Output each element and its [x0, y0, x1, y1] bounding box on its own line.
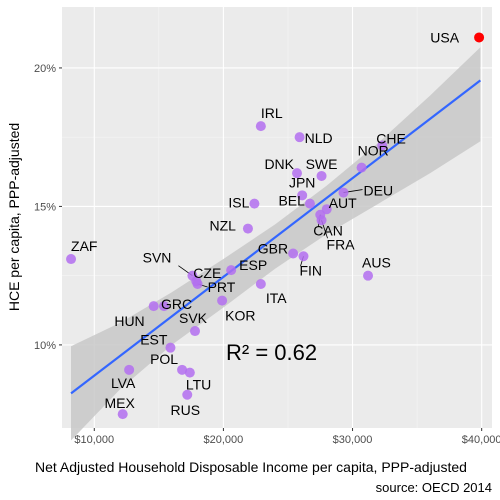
point-mex: [117, 409, 128, 420]
x-axis-title: Net Adjusted Household Disposable Income…: [35, 459, 467, 475]
point-ltu: [184, 367, 195, 378]
point-label-pol: POL: [150, 351, 178, 367]
point-swe: [316, 170, 327, 181]
data-points: [66, 32, 485, 420]
r-squared-annotation: R² = 0.62: [226, 340, 317, 365]
point-label-est: EST: [140, 332, 168, 348]
point-label-rus: RUS: [170, 402, 200, 418]
point-label-swe: SWE: [306, 156, 338, 172]
point-label-lva: LVA: [111, 375, 136, 391]
point-isl: [249, 198, 260, 209]
point-label-esp: ESP: [239, 257, 267, 273]
point-label-fin: FIN: [299, 262, 322, 278]
point-label-svk: SVK: [179, 310, 208, 326]
axis-ticks: $10,000 $20,000 $30,000 $40,000 10% 15% 20%: [34, 63, 500, 446]
point-fin: [298, 251, 309, 262]
point-label-jpn: JPN: [289, 174, 315, 190]
point-pol: [177, 364, 188, 375]
point-usa: [474, 32, 485, 43]
point-label-irl: IRL: [261, 105, 283, 121]
point-grc: [159, 301, 170, 312]
point-lva: [124, 364, 135, 375]
point-label-cze: CZE: [193, 265, 221, 281]
point-gbr: [288, 248, 299, 259]
point-label-can: CAN: [313, 223, 343, 239]
point-est: [165, 342, 176, 353]
trend-line: [70, 79, 482, 395]
x-tick-label: $30,000: [333, 434, 373, 446]
point-label-dnk: DNK: [264, 156, 294, 172]
point-label-gbr: GBR: [258, 241, 288, 257]
point-nzl: [242, 223, 253, 234]
point-label-svn: SVN: [143, 250, 172, 266]
point-ita: [255, 278, 266, 289]
point-fra: [316, 215, 327, 226]
x-tick-label: $20,000: [204, 434, 244, 446]
point-label-fra: FRA: [327, 236, 356, 252]
point-label-prt: PRT: [208, 279, 236, 295]
point-che: [377, 140, 388, 151]
point-kor: [217, 295, 228, 306]
y-axis-title: HCE per capita, PPP-adjusted: [6, 123, 22, 311]
point-label-aus: AUS: [362, 255, 391, 271]
point-deu: [338, 187, 349, 198]
point-label-kor: KOR: [225, 308, 255, 324]
point-label-usa: USA: [430, 29, 459, 45]
point-label-isl: ISL: [228, 195, 249, 211]
point-label-ita: ITA: [266, 290, 287, 306]
point-esp: [226, 265, 237, 276]
point-label-aut: AUT: [329, 195, 357, 211]
point-label-nzl: NZL: [209, 218, 236, 234]
point-prt: [192, 278, 203, 289]
point-nld: [294, 132, 305, 143]
point-label-nld: NLD: [305, 130, 333, 146]
point-bel: [304, 198, 315, 209]
y-tick-label: 15%: [34, 201, 56, 213]
point-dnk: [292, 168, 303, 179]
x-tick-label: $10,000: [74, 434, 114, 446]
point-label-che: CHE: [376, 130, 406, 146]
point-irl: [255, 121, 266, 132]
point-label-zaf: ZAF: [71, 238, 97, 254]
point-label-nor: NOR: [358, 143, 389, 159]
point-hun: [148, 301, 159, 312]
point-rus: [182, 389, 193, 400]
point-nor: [356, 162, 367, 173]
source-caption: source: OECD 2014: [376, 480, 492, 495]
point-aus: [363, 270, 374, 281]
point-label-hun: HUN: [114, 313, 144, 329]
point-svk: [190, 326, 201, 337]
point-label-mex: MEX: [105, 395, 136, 411]
point-label-bel: BEL: [278, 193, 305, 209]
point-label-deu: DEU: [364, 183, 394, 199]
y-tick-label: 20%: [34, 63, 56, 75]
point-zaf: [66, 254, 77, 265]
point-jpn: [297, 190, 308, 201]
point-label-ltu: LTU: [186, 377, 211, 393]
y-tick-label: 10%: [34, 340, 56, 352]
x-tick-label: $40,000: [462, 434, 500, 446]
point-label-grc: GRC: [161, 296, 192, 312]
